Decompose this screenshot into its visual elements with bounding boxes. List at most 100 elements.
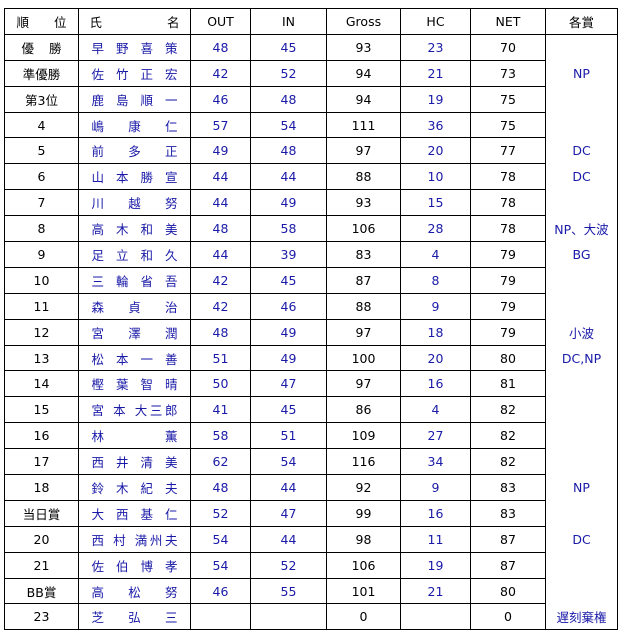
cell-text: 4 (37, 117, 46, 133)
name-cell: 鹿 島 順 一 (78, 85, 191, 113)
out-cell: 42 (190, 292, 251, 320)
award-cell: NP (545, 60, 618, 87)
out-cell: 57 (190, 111, 251, 139)
cell-text: 52 (280, 65, 297, 81)
rank-cell: 準優勝 (4, 59, 79, 87)
hc-cell: 18 (400, 318, 471, 346)
cell-text: BB賞 (26, 584, 57, 600)
cell-text: 97 (355, 324, 372, 340)
name-cell: 樫 葉 智 晴 (78, 370, 191, 398)
cell-text: 97 (355, 376, 372, 392)
cell-text: 87 (500, 557, 516, 573)
rank-cell: 20 (4, 525, 79, 553)
net-cell: 70 (470, 33, 546, 61)
out-cell: 44 (190, 163, 251, 191)
cell-text: 73 (500, 65, 516, 81)
cell-text: 優 勝 (21, 40, 62, 56)
cell-text: DC,NP (561, 350, 602, 366)
in-cell: 46 (250, 292, 327, 320)
cell-text: DC (572, 169, 591, 185)
cell-text: 34 (427, 454, 444, 470)
in-cell (250, 603, 327, 631)
header-cell: IN (250, 8, 327, 35)
award-cell: DC (545, 137, 618, 164)
in-cell: 44 (250, 525, 327, 553)
rank-cell: 11 (4, 292, 79, 320)
out-cell: 51 (190, 344, 251, 372)
in-cell: 49 (250, 344, 327, 372)
cell-text: 99 (355, 505, 372, 521)
cell-text: 82 (500, 428, 516, 444)
cell-text: 93 (355, 195, 372, 211)
cell-text: 42 (212, 298, 229, 314)
cell-text: 44 (212, 195, 229, 211)
cell-text: 20 (427, 143, 444, 159)
hc-cell: 15 (400, 189, 471, 217)
gross-cell: 106 (326, 215, 401, 243)
net-cell: 83 (470, 499, 546, 527)
cell-text: 高 松 努 (91, 584, 178, 600)
cell-text: 順 位 (16, 14, 67, 30)
award-cell: 小波 (545, 319, 618, 346)
header-cell: OUT (190, 8, 251, 35)
rank-cell: 18 (4, 474, 79, 501)
cell-text: 47 (280, 505, 297, 521)
award-cell (545, 422, 618, 449)
cell-text: 21 (427, 583, 444, 599)
cell-text: 11 (427, 531, 444, 547)
cell-text: 4 (431, 246, 440, 262)
net-cell: 87 (470, 551, 546, 579)
cell-text: 西 村 満州夫 (91, 532, 178, 548)
cell-text: 第3位 (25, 92, 58, 108)
net-cell: 83 (470, 474, 546, 501)
gross-cell: 83 (326, 241, 401, 268)
gross-cell: 93 (326, 33, 401, 61)
cell-text: DC (572, 143, 591, 159)
out-cell: 48 (190, 474, 251, 501)
gross-cell: 92 (326, 474, 401, 501)
cell-text: 準優勝 (22, 66, 61, 82)
in-cell: 52 (250, 59, 327, 87)
cell-text: 78 (500, 195, 516, 211)
out-cell: 46 (190, 577, 251, 605)
out-cell: 48 (190, 215, 251, 243)
header-cell: 順 位 (4, 8, 79, 35)
award-cell (545, 112, 618, 138)
cell-text: 92 (355, 479, 372, 495)
cell-text: 83 (355, 246, 372, 262)
cell-text: 77 (500, 143, 516, 159)
out-cell: 46 (190, 85, 251, 113)
cell-text: 21 (33, 557, 50, 573)
rank-cell: 当日賞 (4, 499, 79, 527)
hc-cell: 9 (400, 292, 471, 320)
award-cell (545, 189, 618, 216)
in-cell: 49 (250, 189, 327, 217)
cell-text: 0 (359, 609, 368, 625)
in-cell: 54 (250, 448, 327, 476)
cell-text: NP (573, 479, 590, 495)
cell-text: 16 (427, 376, 444, 392)
cell-text: 12 (33, 324, 50, 340)
data-row: 11 森 貞 治 42 46 88 9 79 (4, 292, 618, 320)
net-cell: 81 (470, 370, 546, 398)
cell-text: 10 (33, 272, 50, 288)
cell-text: 44 (280, 531, 297, 547)
cell-text: 42 (212, 65, 229, 81)
in-cell: 55 (250, 577, 327, 605)
data-row: 優 勝 早 野 喜 策 48 45 93 23 70 (4, 33, 618, 61)
cell-text: 27 (427, 428, 444, 444)
award-cell: NP、大波 (545, 215, 618, 242)
data-row: 20 西 村 満州夫 54 44 98 11 87 DC (4, 525, 618, 553)
cell-text: 39 (280, 246, 297, 262)
out-cell: 41 (190, 396, 251, 424)
rank-cell: 8 (4, 215, 79, 243)
net-cell: 82 (470, 422, 546, 450)
name-cell: 森 貞 治 (78, 292, 191, 320)
hc-cell: 10 (400, 163, 471, 191)
in-cell: 51 (250, 422, 327, 450)
cell-text: 17 (33, 454, 50, 470)
cell-text: 48 (280, 143, 297, 159)
cell-text: 78 (500, 169, 516, 185)
name-cell: 前 多 正 (78, 137, 191, 165)
data-row: 17 西 井 清 美 62 54 116 34 82 (4, 448, 618, 476)
